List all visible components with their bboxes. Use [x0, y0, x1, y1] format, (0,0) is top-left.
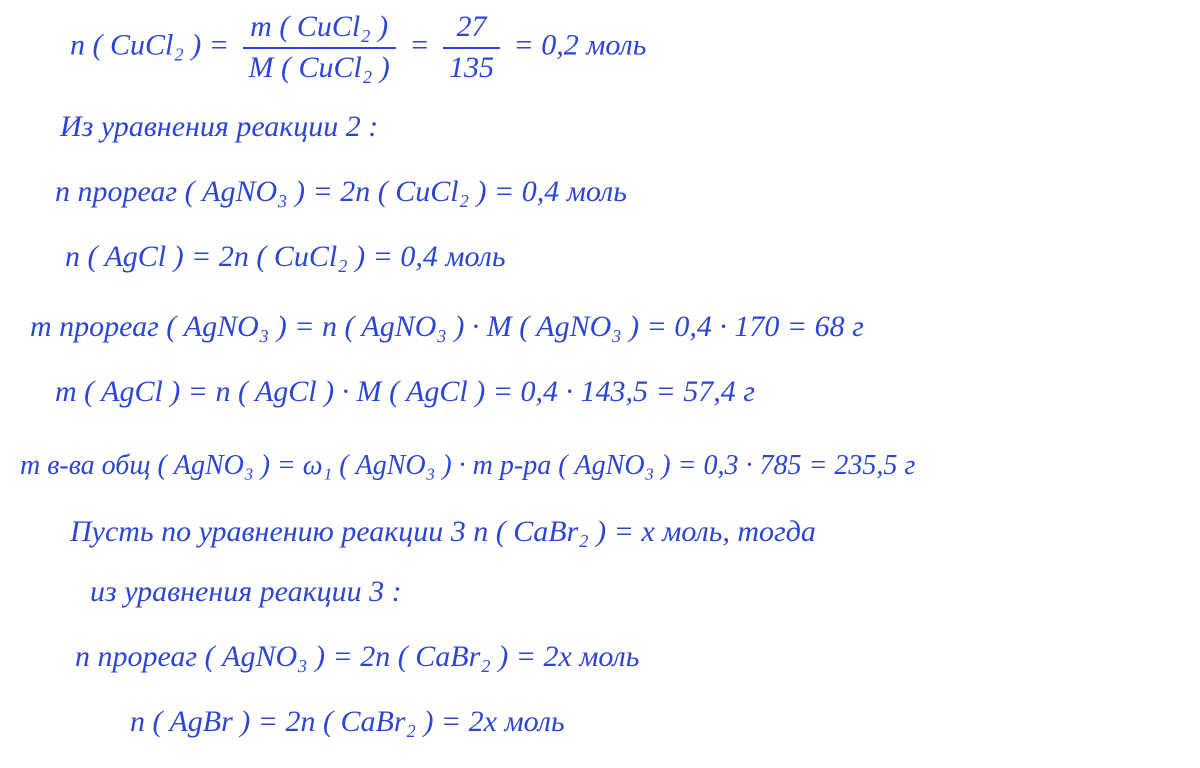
line-2: Из уравнения реакции 2 : — [60, 110, 378, 145]
l1-frac2: 27 135 — [443, 10, 500, 85]
line-5: m прореаг ( AgNO₃ ) = n ( AgNO₃ ) · M ( … — [30, 310, 864, 345]
l1-frac2-num: 27 — [443, 10, 500, 47]
line-6: m ( AgCl ) = n ( AgCl ) · M ( AgCl ) = 0… — [55, 375, 755, 410]
line-4: n ( AgCl ) = 2n ( CuCl₂ ) = 0,4 моль — [65, 240, 506, 275]
l1-frac2-den: 135 — [443, 47, 500, 86]
line-8: Пусть по уравнению реакции 3 n ( CaBr₂ )… — [70, 515, 816, 550]
handwritten-page: n ( CuCl₂ ) = m ( CuCl₂ ) M ( CuCl₂ ) = … — [0, 0, 1200, 768]
l1-frac1-num: m ( CuCl₂ ) — [243, 10, 396, 47]
l1-eq1: = — [409, 28, 429, 61]
line-3: n прореаг ( AgNO₃ ) = 2n ( CuCl₂ ) = 0,4… — [55, 175, 627, 210]
l1-frac1-den: M ( CuCl₂ ) — [243, 47, 396, 86]
l1-right: = 0,2 моль — [514, 28, 647, 61]
line-7: m в-ва общ ( AgNO₃ ) = ω₁ ( AgNO₃ ) · m … — [20, 450, 915, 482]
line-9: из уравнения реакции 3 : — [90, 575, 402, 610]
line-11: n ( AgBr ) = 2n ( CaBr₂ ) = 2x моль — [130, 705, 565, 740]
line-10: n прореаг ( AgNO₃ ) = 2n ( CaBr₂ ) = 2x … — [75, 640, 639, 675]
l1-frac1: m ( CuCl₂ ) M ( CuCl₂ ) — [243, 10, 396, 85]
line-1: n ( CuCl₂ ) = m ( CuCl₂ ) M ( CuCl₂ ) = … — [70, 10, 646, 85]
l1-left: n ( CuCl₂ ) = — [70, 28, 229, 61]
